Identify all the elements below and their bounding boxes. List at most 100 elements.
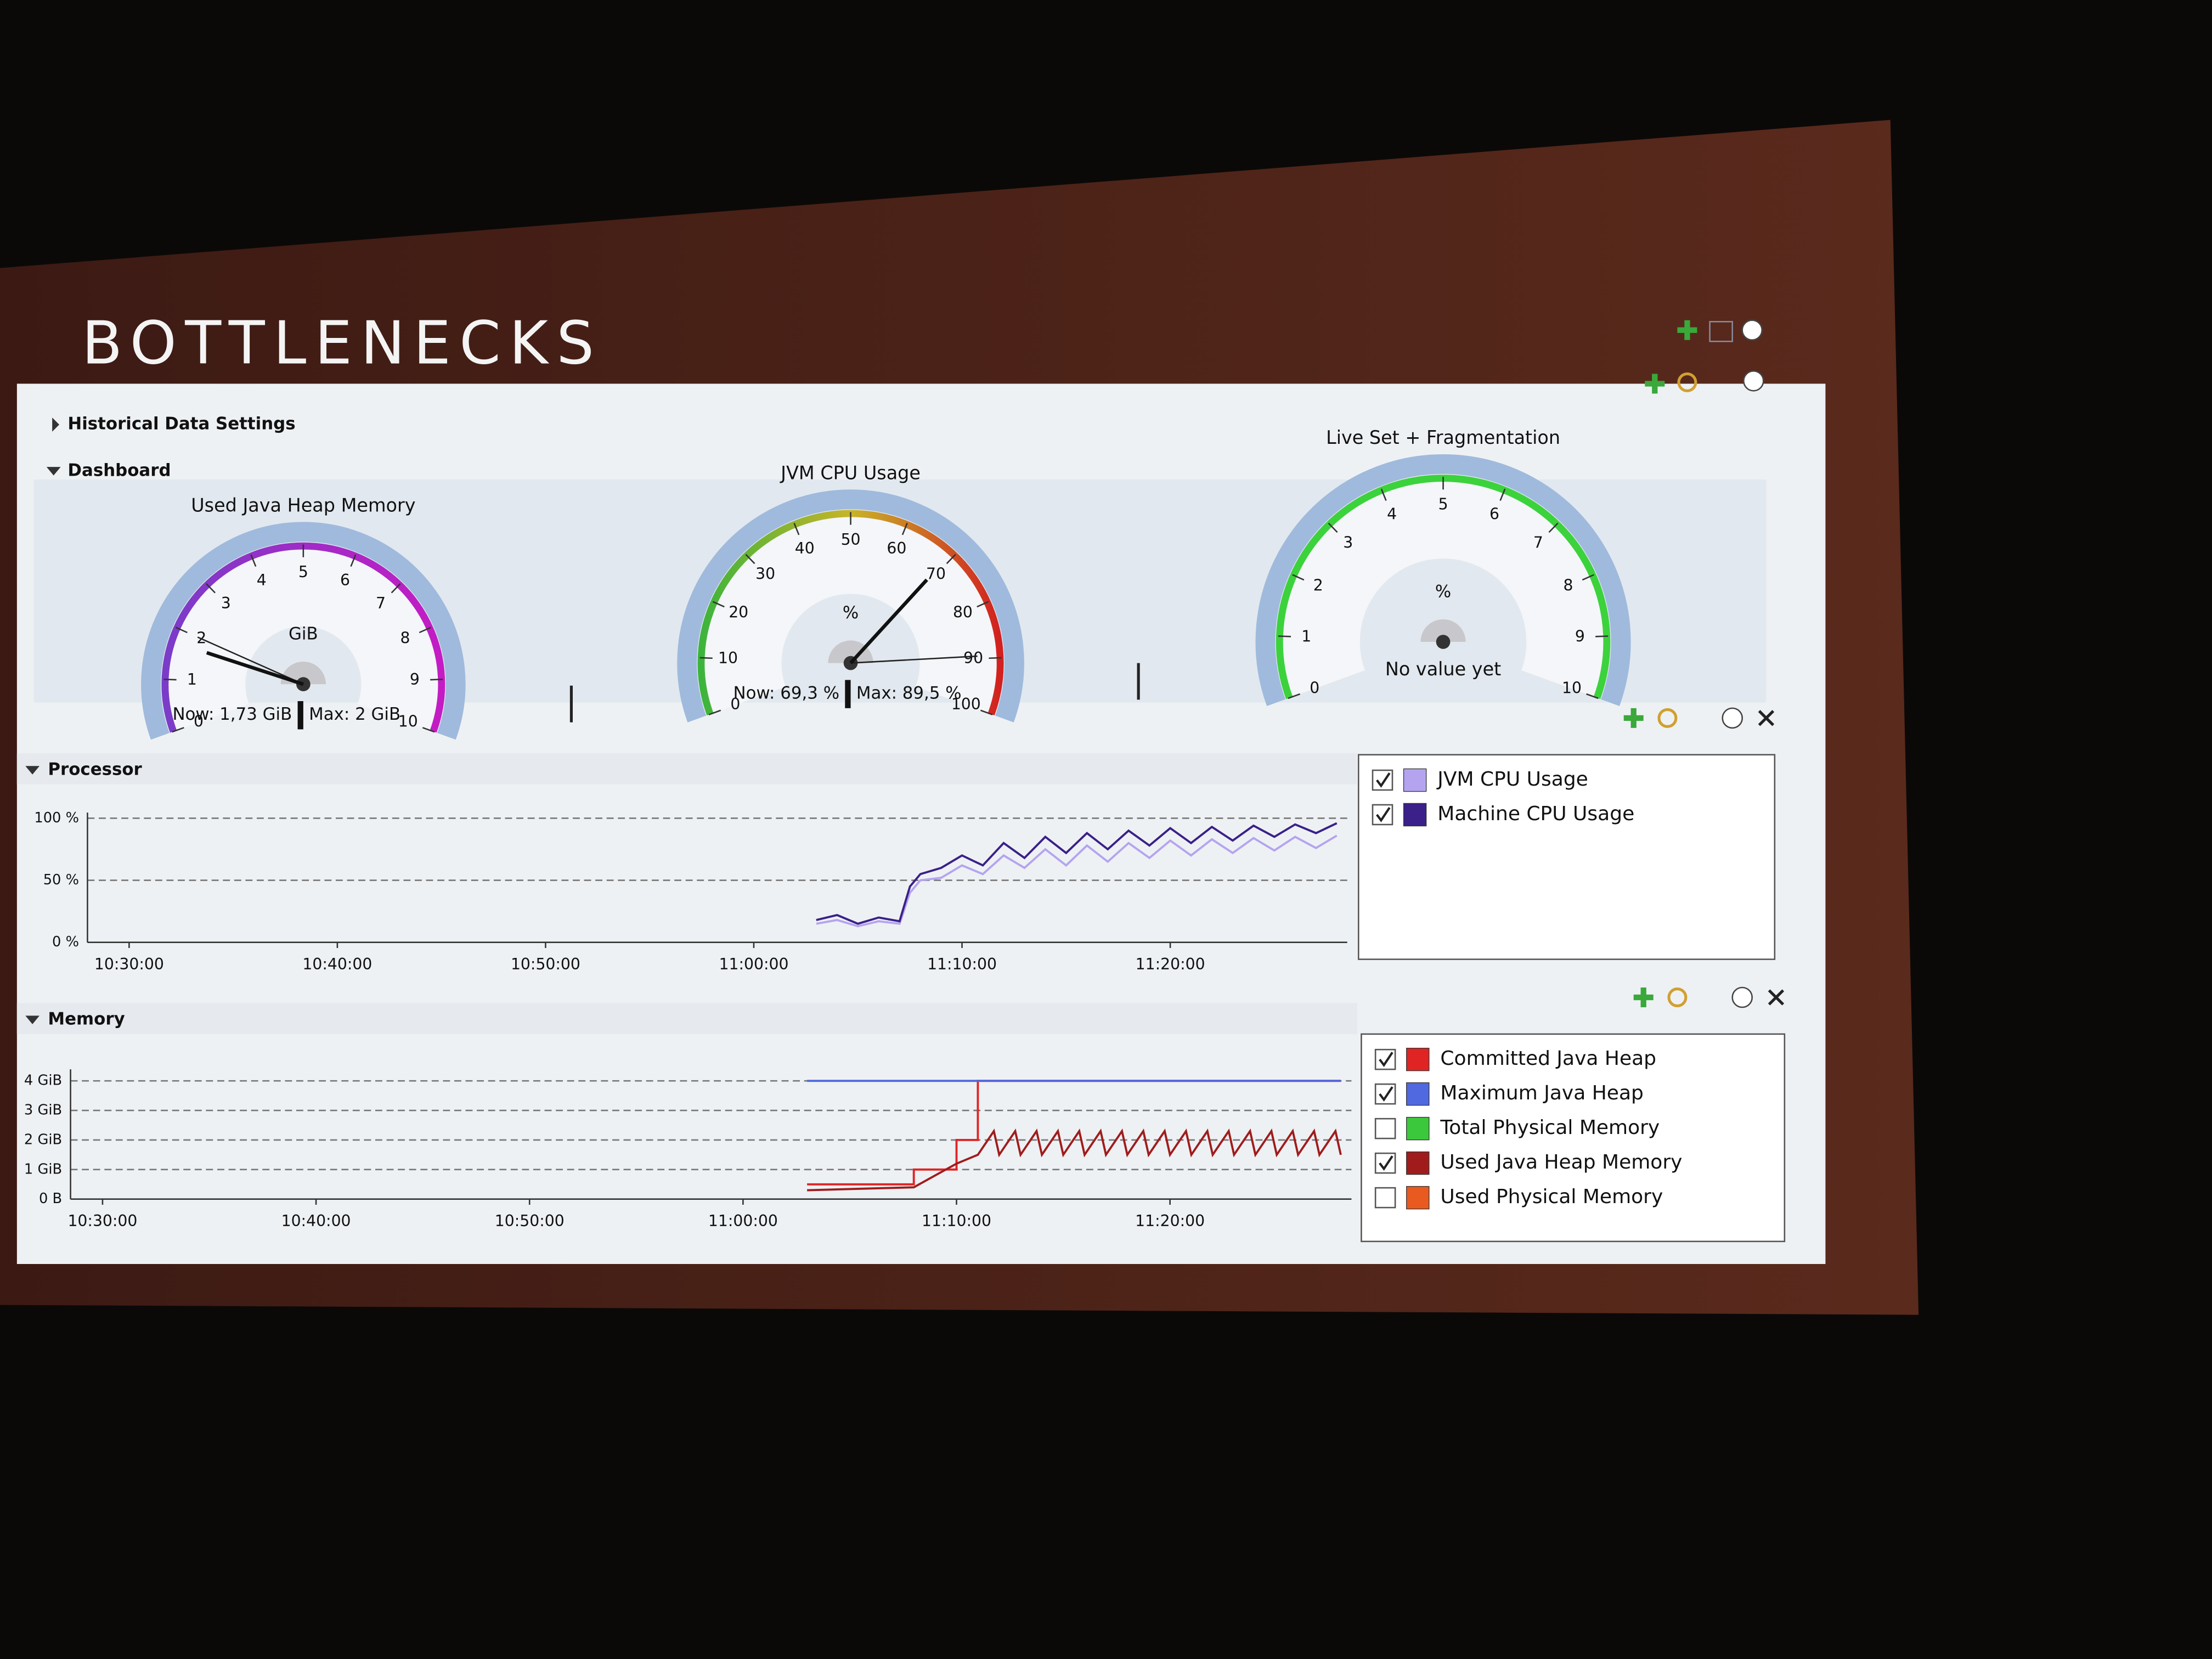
expand-arrow[interactable] [46, 467, 61, 476]
gauge-tick [350, 554, 357, 567]
help-icon[interactable] [1731, 986, 1753, 1008]
slide-title: BOTTLENECKS [82, 309, 602, 377]
x-tick-label: 10:50:00 [511, 955, 580, 973]
gauge-hub [828, 640, 873, 663]
gauge-tick [1586, 693, 1599, 699]
section-header[interactable]: Dashboard [67, 460, 171, 480]
legend-checkmark [1376, 807, 1391, 822]
gauge-title: Used Java Heap Memory [191, 495, 415, 516]
x-tick-label: 11:10:00 [927, 955, 997, 973]
gauge-hub [1420, 619, 1466, 642]
x-tick-label: 10:40:00 [302, 955, 372, 973]
series-line [816, 822, 1338, 925]
gauge-tick-label: 10 [1562, 679, 1582, 697]
gauge-hub-center [296, 677, 311, 691]
gauge-needle [849, 578, 928, 664]
add-icon[interactable] [1684, 320, 1690, 340]
refresh-icon[interactable] [1667, 988, 1688, 1008]
section-header[interactable]: Historical Data Settings [67, 414, 295, 434]
gauge-tick [1595, 635, 1609, 637]
x-tick-label: 10:50:00 [495, 1212, 565, 1230]
gauge-tick-label: 40 [795, 539, 815, 557]
gauge-tick [422, 727, 435, 733]
gauge-status-max: Max: 2 GiB [309, 704, 400, 724]
add-icon[interactable] [1640, 988, 1646, 1007]
gauge-tick-label: 3 [221, 594, 231, 612]
y-tick-label: 100 % [34, 810, 79, 826]
gauge-tick-label: 0 [194, 713, 204, 731]
gauge-bezel [677, 489, 1024, 723]
gauge-tick-label: 0 [730, 695, 740, 713]
gauge-tick [1380, 488, 1387, 501]
add-icon[interactable] [1630, 708, 1637, 728]
refresh-icon[interactable] [1677, 372, 1697, 392]
gauge-tick [172, 727, 184, 733]
section-bar [16, 1003, 1357, 1034]
gauge-tick-label: 6 [340, 571, 350, 589]
gauge-tick-label: 8 [1563, 577, 1573, 595]
x-tick-label: 11:10:00 [922, 1212, 991, 1230]
gauge-bezel [1255, 454, 1631, 706]
gauge-face [1278, 477, 1609, 698]
gauge-tick-label: 2 [196, 629, 206, 647]
gauge-tick-label: 8 [400, 629, 410, 647]
help-icon[interactable] [1743, 370, 1764, 392]
legend-label: Machine CPU Usage [1437, 803, 1634, 825]
x-tick-label: 11:20:00 [1135, 1212, 1205, 1230]
gauge-tick-label: 0 [1310, 679, 1319, 697]
gauge-tick [250, 554, 257, 567]
legend-swatch [1406, 1116, 1430, 1141]
help-icon[interactable] [1722, 707, 1743, 729]
x-tick-label: 11:00:00 [719, 955, 789, 973]
legend-swatch [1406, 1082, 1430, 1106]
legend-label: JVM CPU Usage [1436, 768, 1588, 791]
gauge-status-now: Now: 69,3 % [733, 684, 839, 703]
section-header[interactable]: Memory [48, 1009, 125, 1029]
gauge-tick-label: 10 [718, 649, 738, 667]
gauge-tick [1292, 574, 1305, 581]
gauge-tick [1499, 488, 1506, 501]
gauge-tick-label: 5 [1438, 495, 1448, 514]
section-bar [16, 753, 1357, 785]
gauge-tick [1548, 522, 1559, 533]
legend-label: Used Physical Memory [1440, 1186, 1663, 1208]
close-icon[interactable] [1758, 710, 1775, 726]
y-tick-label: 3 GiB [24, 1102, 62, 1119]
gauge-tick-label: 5 [298, 563, 308, 581]
legend-box [1361, 1033, 1786, 1243]
legend-box [1358, 754, 1776, 960]
gauge-hub-center [1436, 635, 1451, 649]
expand-arrow[interactable] [25, 766, 40, 775]
x-tick-label: 10:30:00 [94, 955, 164, 973]
gauge-bezel [141, 522, 466, 740]
legend-checkmark [1379, 1086, 1393, 1102]
gauge-tick-label: 20 [729, 603, 748, 622]
legend-checkmark [1379, 1155, 1393, 1171]
close-icon[interactable] [1768, 989, 1785, 1006]
legend-checkbox[interactable] [1374, 1187, 1396, 1209]
section-header[interactable]: Processor [48, 760, 142, 780]
gauge-tick-label: 4 [257, 571, 267, 589]
gauge-tick-label: 30 [755, 565, 775, 583]
gauge-tick [977, 601, 989, 608]
legend-swatch [1403, 803, 1427, 827]
chart-icon[interactable] [1709, 321, 1733, 342]
legend-checkbox[interactable] [1374, 1083, 1396, 1105]
collapse-arrow[interactable] [52, 417, 59, 432]
legend-checkbox[interactable] [1374, 1118, 1396, 1139]
gauge-tick-label: 4 [1387, 505, 1397, 523]
gauge-tick [708, 709, 721, 715]
legend-checkbox[interactable] [1374, 1048, 1396, 1070]
refresh-icon[interactable] [1657, 708, 1678, 728]
add-icon[interactable] [1652, 374, 1658, 394]
gauge-tick-label: 1 [187, 670, 197, 689]
gauge-max-needle [197, 636, 304, 685]
gauge-tick-label: 7 [1533, 534, 1543, 552]
gauge-tick [901, 522, 908, 535]
expand-arrow[interactable] [25, 1015, 40, 1024]
help-icon[interactable] [1741, 319, 1763, 341]
gauge-status: No value yet [1385, 658, 1501, 680]
gauge-tick-label: 9 [1575, 627, 1585, 645]
gauge-status-max: Max: 89,5 % [856, 684, 962, 703]
